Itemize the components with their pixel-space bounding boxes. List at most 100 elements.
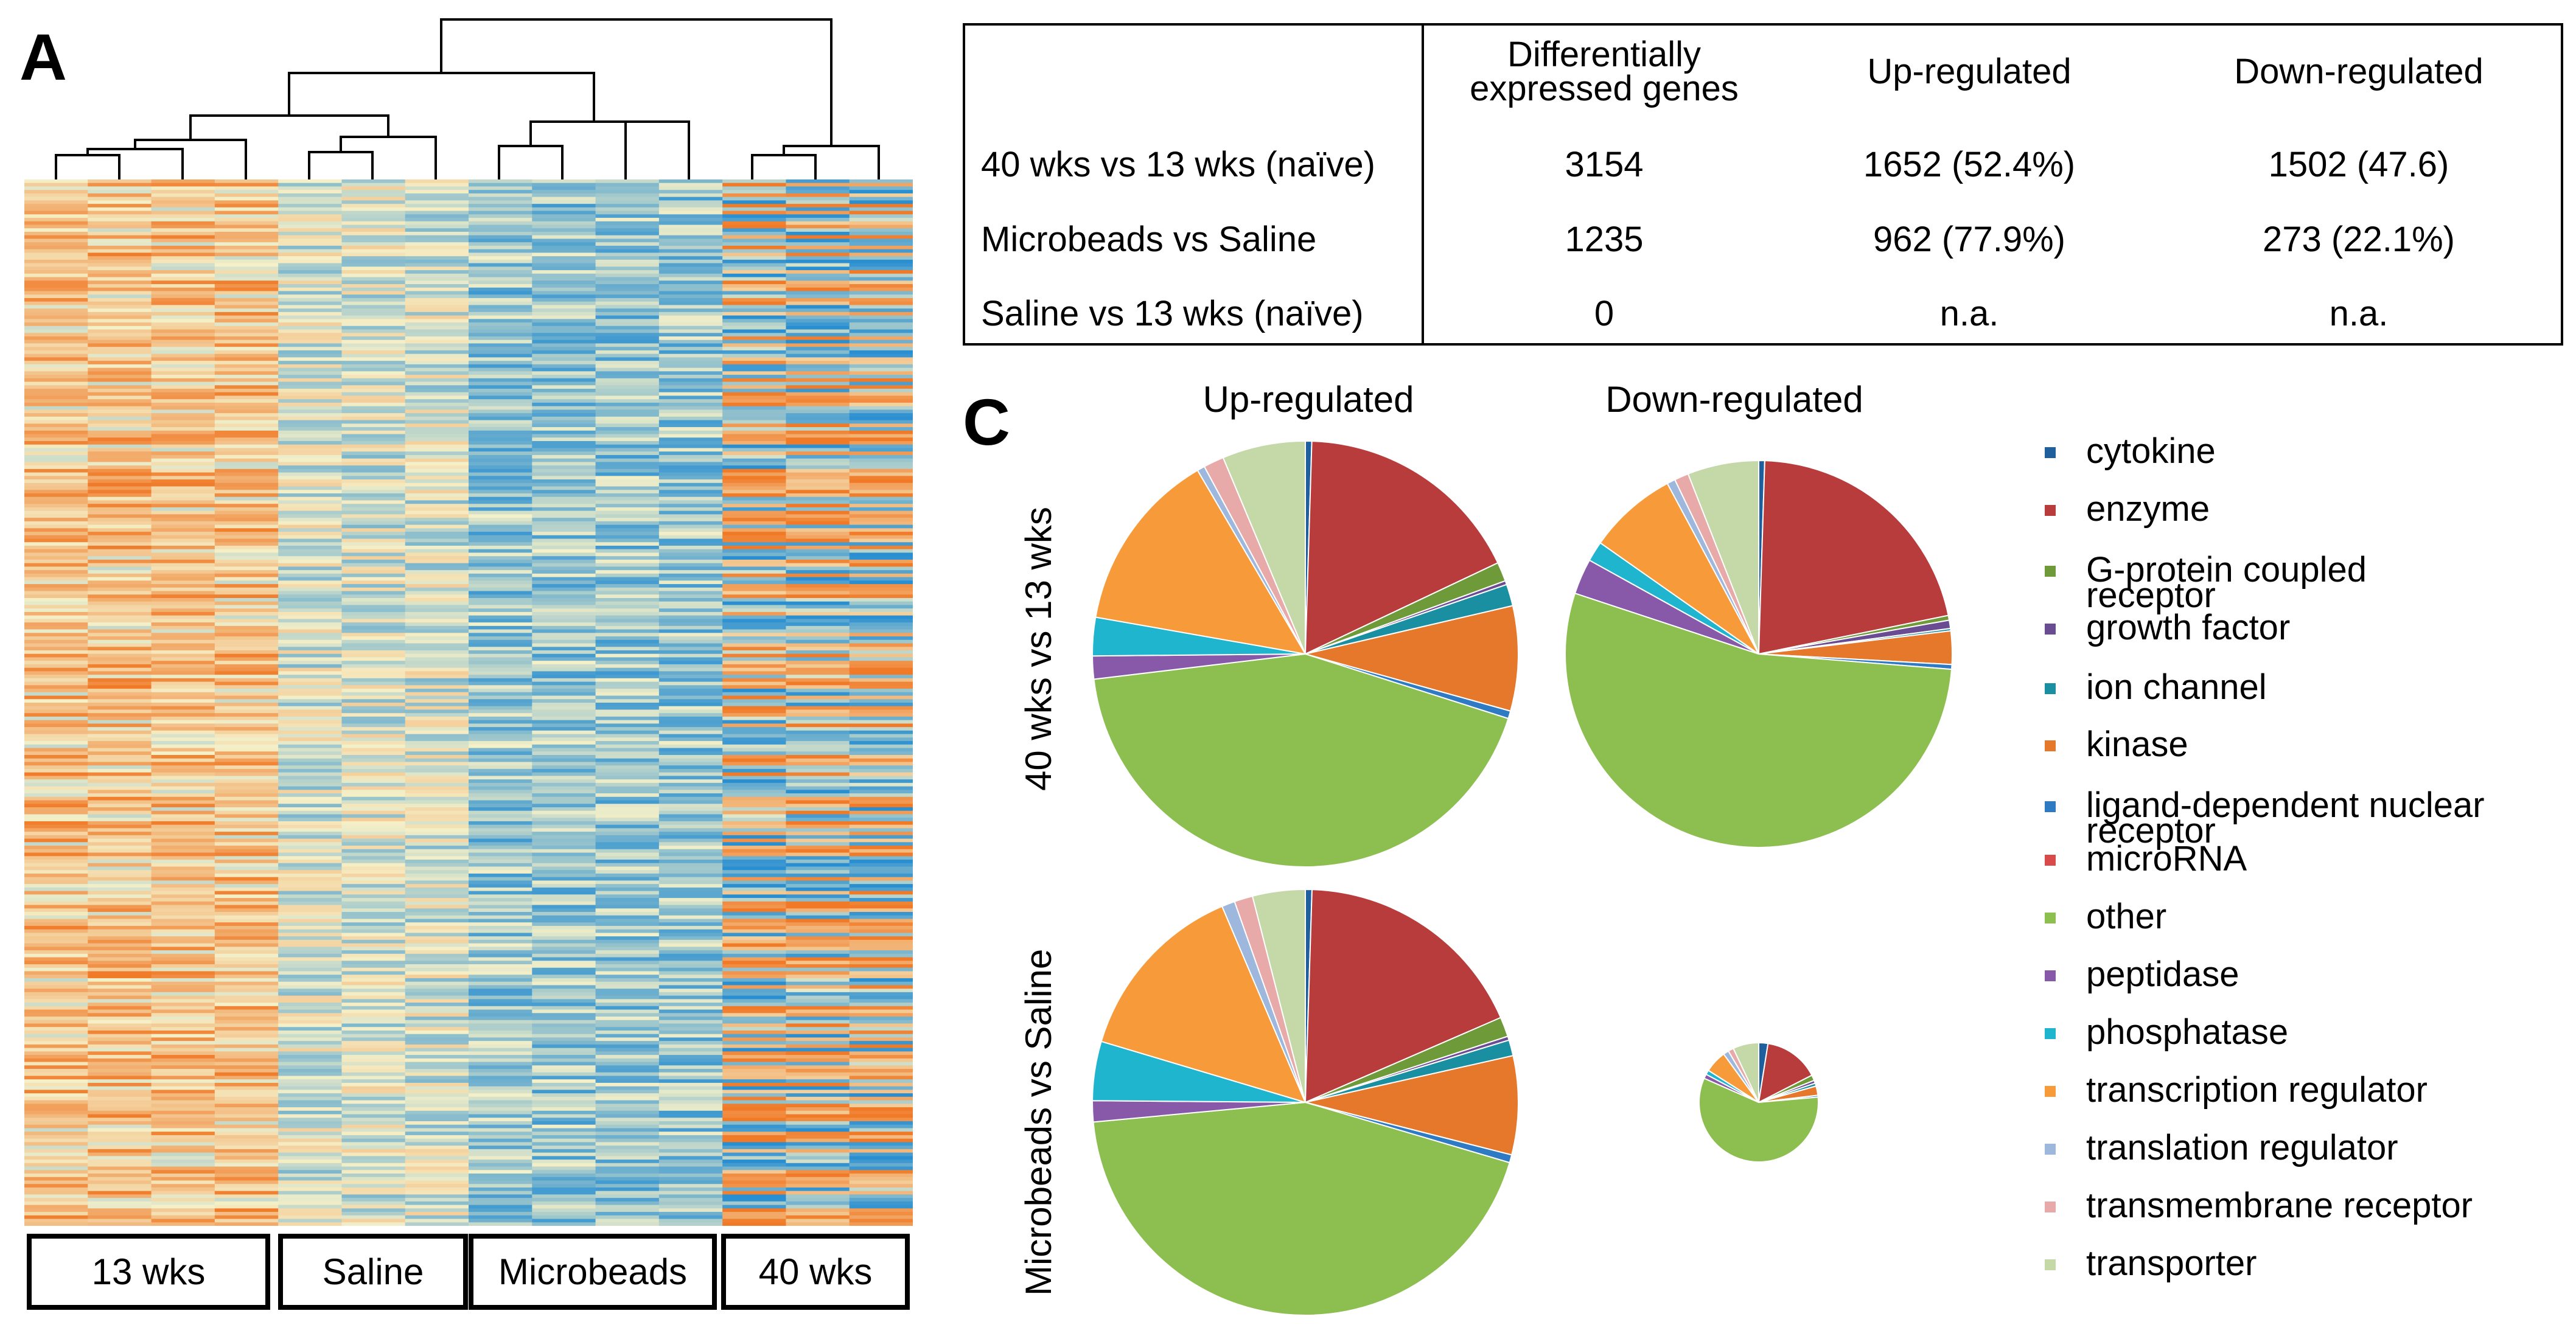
heatmap-cell — [849, 1191, 913, 1195]
heatmap-cell — [214, 280, 279, 285]
heatmap-cell — [151, 406, 215, 410]
heatmap-cell — [786, 894, 850, 899]
heatmap-cell — [658, 416, 723, 421]
heatmap-cell — [214, 779, 279, 784]
heatmap-cell — [24, 294, 88, 299]
heatmap-cell — [151, 1048, 215, 1052]
heatmap-cell — [24, 504, 88, 508]
heatmap-cell — [469, 601, 532, 606]
heatmap-cell — [849, 1027, 913, 1031]
heatmap-cell — [595, 510, 660, 515]
heatmap-cell — [722, 1096, 787, 1101]
heatmap-cell — [24, 1194, 88, 1198]
heatmap-cell — [151, 860, 215, 864]
heatmap-cell — [405, 873, 469, 878]
heatmap-cell — [595, 399, 660, 403]
heatmap-cell — [469, 270, 532, 274]
heatmap-cell — [722, 1093, 787, 1097]
heatmap-cell — [595, 1055, 660, 1059]
heatmap-cell — [786, 1090, 850, 1094]
heatmap-cell — [469, 779, 532, 784]
heatmap-cell — [341, 793, 406, 798]
heatmap-cell — [88, 297, 152, 302]
heatmap-cell — [849, 1100, 913, 1104]
heatmap-cell — [278, 901, 343, 906]
heatmap-cell — [341, 981, 406, 986]
heatmap-cell — [405, 1194, 469, 1198]
heatmap-cell — [658, 413, 723, 417]
heatmap-cell — [24, 689, 88, 693]
heatmap-cell — [341, 1128, 406, 1132]
heatmap-cell — [849, 908, 913, 913]
heatmap-cell — [341, 643, 406, 647]
heatmap-cell — [214, 901, 279, 906]
heatmap-cell — [341, 873, 406, 878]
heatmap-cell — [658, 462, 723, 466]
heatmap-cell — [24, 838, 88, 843]
heatmap-cell — [722, 1149, 787, 1153]
heatmap-cell — [469, 413, 532, 417]
heatmap-cell — [341, 744, 406, 749]
heatmap-cell — [595, 1003, 660, 1007]
heatmap-cell — [405, 462, 469, 466]
heatmap-cell — [658, 995, 723, 1000]
heatmap-cell — [151, 1198, 215, 1202]
heatmap-cell — [849, 437, 913, 442]
heatmap-cell — [214, 650, 279, 655]
heatmap-cell — [341, 284, 406, 288]
heatmap-cell — [341, 319, 406, 323]
heatmap-cell — [151, 985, 215, 989]
heatmap-cell — [849, 782, 913, 787]
heatmap-cell — [532, 713, 596, 717]
heatmap-cell — [595, 1191, 660, 1195]
heatmap-cell — [849, 587, 913, 592]
heatmap-cell — [405, 584, 469, 588]
heatmap-cell — [595, 496, 660, 501]
heatmap-cell — [24, 1180, 88, 1184]
heatmap-cell — [658, 873, 723, 878]
heatmap-cell — [786, 768, 850, 773]
heatmap-cell — [786, 891, 850, 895]
heatmap-cell — [88, 995, 152, 1000]
heatmap-cell — [849, 1110, 913, 1115]
heatmap-cell — [341, 713, 406, 717]
heatmap-cell — [151, 1142, 215, 1146]
heatmap-cell — [532, 524, 596, 529]
heatmap-cell — [532, 782, 596, 787]
heatmap-cell — [786, 381, 850, 386]
heatmap-cell — [405, 556, 469, 560]
heatmap-cell — [278, 657, 343, 661]
heatmap-cell — [532, 751, 596, 756]
heatmap-cell — [722, 297, 787, 302]
heatmap-cell — [658, 786, 723, 790]
heatmap-cell — [532, 608, 596, 613]
heatmap-cell — [722, 1017, 787, 1021]
heatmap-cell — [88, 496, 152, 501]
heatmap-cell — [722, 556, 787, 560]
heatmap-cell — [88, 399, 152, 403]
heatmap-cell — [469, 633, 532, 637]
heatmap-cell — [658, 361, 723, 365]
heatmap-cell — [88, 734, 152, 738]
heatmap-cell — [405, 615, 469, 619]
heatmap-cell — [658, 919, 723, 923]
heatmap-cell — [341, 737, 406, 742]
heatmap-cell — [405, 423, 469, 428]
heatmap-cell — [341, 1187, 406, 1192]
heatmap-cell — [849, 961, 913, 965]
heatmap-cell — [151, 482, 215, 487]
heatmap-cell — [341, 1212, 406, 1216]
heatmap-cell — [278, 1110, 343, 1115]
heatmap-cell — [341, 703, 406, 707]
heatmap-cell — [849, 510, 913, 515]
heatmap-cell — [532, 308, 596, 313]
heatmap-cell — [405, 1027, 469, 1031]
heatmap-cell — [278, 200, 343, 204]
heatmap-cell — [278, 939, 343, 944]
heatmap-cell — [341, 179, 406, 184]
heatmap-cell — [341, 1093, 406, 1097]
heatmap-cell — [341, 639, 406, 644]
heatmap-cell — [786, 413, 850, 417]
heatmap-cell — [405, 629, 469, 633]
heatmap-cell — [658, 1104, 723, 1108]
